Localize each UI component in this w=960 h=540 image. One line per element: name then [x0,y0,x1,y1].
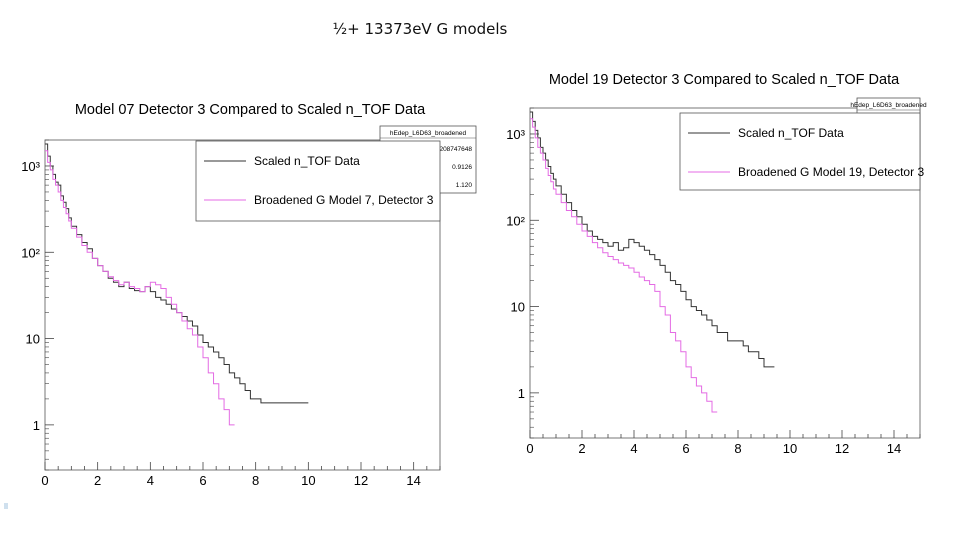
chart1-series-data [45,143,309,404]
chart2-y-tick-label: 10² [506,213,525,228]
chart2-title: Model 19 Detector 3 Compared to Scaled n… [549,72,900,88]
chart1-legend-label: Broadened G Model 7, Detector 3 [254,193,434,207]
chart1-x-tick-label: 10 [301,473,315,488]
chart2-y-tick-label: 10³ [506,127,525,142]
chart2-x-tick-label: 0 [526,441,533,456]
chart2-legend [679,112,921,191]
chart1-stats-value: 0.9126 [452,164,472,171]
chart1-series-model [45,150,235,426]
chart1-x-tick-label: 14 [406,473,420,488]
chart2-x-tick-label: 6 [682,441,689,456]
chart1-y-tick-label: 10² [21,245,40,260]
chart2-y-tick-label: 10 [511,300,525,315]
chart2-legend-label: Scaled n_TOF Data [738,126,844,140]
chart2-x-tick-label: 12 [835,441,849,456]
chart2-x-tick-label: 14 [887,441,901,456]
chart2-x-tick-label: 2 [578,441,585,456]
chart2-y-tick-label: 1 [518,386,525,401]
chart1-x-tick-label: 4 [147,473,154,488]
chart2-stats-title: hEdep_L6D63_broadened [850,102,927,109]
slide-note-marker [4,503,8,509]
chart2-series-model [530,118,718,413]
chart1-stats-value: 1.120 [456,182,473,189]
chart1-y-tick-label: 10³ [21,159,40,174]
chart1-y-tick-label: 1 [33,418,40,433]
slide-title: ½+ 13373eV G models [332,20,508,38]
chart1-stats-title: hEdep_L6D63_broadened [390,130,467,137]
chart1-legend-label: Scaled n_TOF Data [254,154,360,168]
chart1-x-tick-label: 6 [199,473,206,488]
chart2-x-tick-label: 4 [630,441,637,456]
chart1-x-tick-label: 2 [94,473,101,488]
chart1-stats-value: 208747648 [439,146,472,153]
chart1-x-tick-label: 8 [252,473,259,488]
chart2-x-tick-label: 10 [783,441,797,456]
chart2-x-tick-label: 8 [734,441,741,456]
chart2-legend-label: Broadened G Model 19, Detector 3 [738,165,924,179]
chart1-x-tick-label: 12 [354,473,368,488]
chart1-legend [195,140,441,222]
chart1-title: Model 07 Detector 3 Compared to Scaled n… [75,102,426,118]
chart1-y-tick-label: 10 [26,332,40,347]
chart2-series-data [530,111,775,368]
chart1-x-tick-label: 0 [41,473,48,488]
